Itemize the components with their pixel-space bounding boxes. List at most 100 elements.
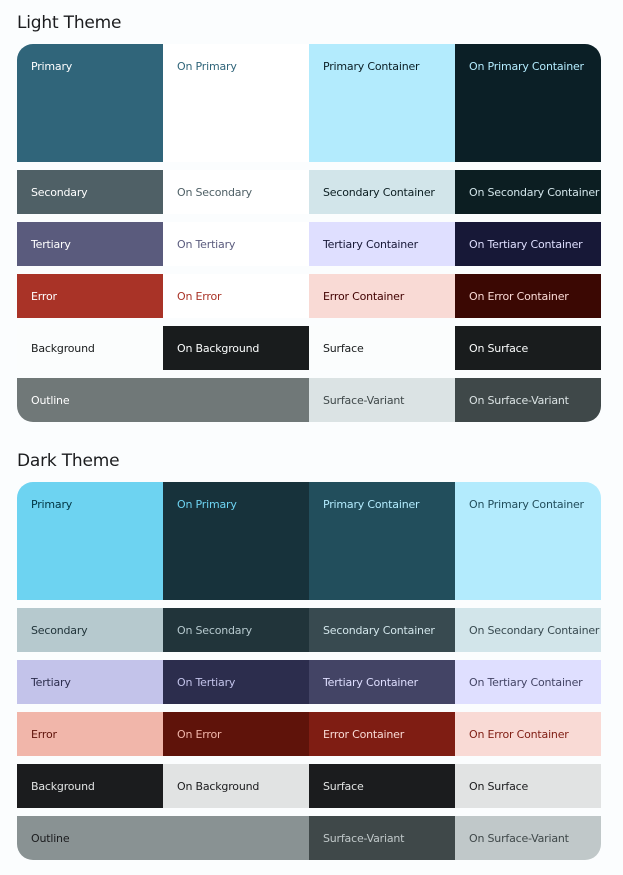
swatch-label: Tertiary Container	[323, 675, 418, 689]
swatch-label: Secondary Container	[323, 185, 435, 199]
swatch-label: On Background	[177, 779, 260, 793]
swatch-label: Outline	[31, 393, 70, 407]
swatch-label: Surface	[323, 341, 364, 355]
color-swatch-surface: Surface	[309, 326, 455, 370]
swatch-label: On Primary Container	[469, 60, 584, 73]
row-gap	[17, 370, 601, 378]
swatch-label: On Primary	[177, 498, 237, 511]
color-swatch-error: Error	[17, 274, 163, 318]
swatch-label: On Surface	[469, 779, 529, 793]
swatch-label: Error Container	[323, 289, 405, 303]
color-swatch-on-primary: On Primary	[163, 482, 309, 600]
swatch-label: Error	[31, 727, 57, 741]
swatch-label: On Secondary	[177, 185, 252, 199]
color-swatch-tertiary: Tertiary	[17, 222, 163, 266]
color-swatch-primary-container: Primary Container	[309, 482, 455, 600]
color-swatch-tertiary-container: Tertiary Container	[309, 660, 455, 704]
row-gap	[17, 266, 601, 274]
swatch-label: Tertiary Container	[323, 237, 418, 251]
color-swatch-error: Error	[17, 712, 163, 756]
swatch-label: On Error Container	[469, 727, 569, 741]
color-swatch-surface: Surface	[309, 764, 455, 808]
swatch-label: Outline	[31, 831, 70, 845]
color-swatch-primary: Primary	[17, 44, 163, 162]
row-gap	[17, 162, 601, 170]
light-theme-title: Light Theme	[17, 13, 122, 33]
swatch-label: Background	[31, 341, 95, 355]
color-swatch-on-surface-variant: On Surface-Variant	[455, 816, 601, 860]
color-swatch-on-background: On Background	[163, 326, 309, 370]
swatch-label: Primary	[31, 498, 73, 511]
color-swatch-on-secondary: On Secondary	[163, 170, 309, 214]
swatch-label: On Error	[177, 727, 222, 741]
color-swatch-outline: Outline	[17, 816, 309, 860]
swatch-label: Secondary	[31, 623, 88, 637]
color-swatch-on-secondary: On Secondary	[163, 608, 309, 652]
color-swatch-on-tertiary-container: On Tertiary Container	[455, 660, 601, 704]
color-swatch-surface-variant: Surface-Variant	[309, 378, 455, 422]
row-gap	[17, 318, 601, 326]
color-swatch-on-primary-container: On Primary Container	[455, 482, 601, 600]
color-swatch-on-surface: On Surface	[455, 326, 601, 370]
color-swatch-on-primary: On Primary	[163, 44, 309, 162]
dark-theme-title: Dark Theme	[17, 451, 120, 471]
color-swatch-on-tertiary: On Tertiary	[163, 660, 309, 704]
color-swatch-tertiary-container: Tertiary Container	[309, 222, 455, 266]
color-swatch-on-surface: On Surface	[455, 764, 601, 808]
swatch-label: Primary	[31, 60, 73, 73]
color-swatch-surface-variant: Surface-Variant	[309, 816, 455, 860]
swatch-label: Surface-Variant	[323, 831, 405, 845]
swatch-label: On Tertiary Container	[469, 237, 583, 251]
swatch-label: Error	[31, 289, 57, 303]
swatch-label: On Surface-Variant	[469, 831, 569, 845]
swatch-label: On Surface-Variant	[469, 393, 569, 407]
color-swatch-on-background: On Background	[163, 764, 309, 808]
color-swatch-on-tertiary: On Tertiary	[163, 222, 309, 266]
swatch-label: Secondary Container	[323, 623, 435, 637]
row-gap	[17, 600, 601, 608]
swatch-label: Primary Container	[323, 60, 420, 73]
swatch-label: Primary Container	[323, 498, 420, 511]
color-swatch-background: Background	[17, 326, 163, 370]
color-swatch-secondary: Secondary	[17, 170, 163, 214]
swatch-label: On Tertiary	[177, 675, 236, 689]
dark-theme-palette: Primary On Primary Primary Container On Pri…	[17, 482, 601, 860]
color-swatch-tertiary: Tertiary	[17, 660, 163, 704]
swatch-label: Tertiary	[31, 675, 71, 689]
color-swatch-primary-container: Primary Container	[309, 44, 455, 162]
light-theme-palette: Primary On Primary Primary Container On Pri…	[17, 44, 601, 422]
swatch-label: On Secondary Container	[469, 185, 600, 199]
row-gap	[17, 808, 601, 816]
row-gap	[17, 756, 601, 764]
swatch-label: Error Container	[323, 727, 405, 741]
color-swatch-on-surface-variant: On Surface-Variant	[455, 378, 601, 422]
color-swatch-secondary: Secondary	[17, 608, 163, 652]
swatch-label: Surface	[323, 779, 364, 793]
swatch-label: On Primary Container	[469, 498, 584, 511]
color-swatch-primary: Primary	[17, 482, 163, 600]
color-swatch-outline: Outline	[17, 378, 309, 422]
color-swatch-on-secondary-container: On Secondary Container	[455, 608, 601, 652]
swatch-label: On Error Container	[469, 289, 569, 303]
color-swatch-on-error: On Error	[163, 712, 309, 756]
swatch-label: Tertiary	[31, 237, 71, 251]
row-gap	[17, 652, 601, 660]
color-swatch-on-secondary-container: On Secondary Container	[455, 170, 601, 214]
color-swatch-on-error-container: On Error Container	[455, 274, 601, 318]
swatch-label: On Primary	[177, 60, 237, 73]
color-swatch-on-tertiary-container: On Tertiary Container	[455, 222, 601, 266]
swatch-label: On Background	[177, 341, 260, 355]
color-swatch-on-error-container: On Error Container	[455, 712, 601, 756]
row-gap	[17, 214, 601, 222]
swatch-label: Secondary	[31, 185, 88, 199]
swatch-label: On Secondary	[177, 623, 252, 637]
color-swatch-error-container: Error Container	[309, 274, 455, 318]
swatch-label: Surface-Variant	[323, 393, 405, 407]
color-swatch-secondary-container: Secondary Container	[309, 608, 455, 652]
color-swatch-background: Background	[17, 764, 163, 808]
swatch-label: On Tertiary Container	[469, 675, 583, 689]
row-gap	[17, 704, 601, 712]
color-swatch-secondary-container: Secondary Container	[309, 170, 455, 214]
swatch-label: Background	[31, 779, 95, 793]
swatch-label: On Secondary Container	[469, 623, 600, 637]
